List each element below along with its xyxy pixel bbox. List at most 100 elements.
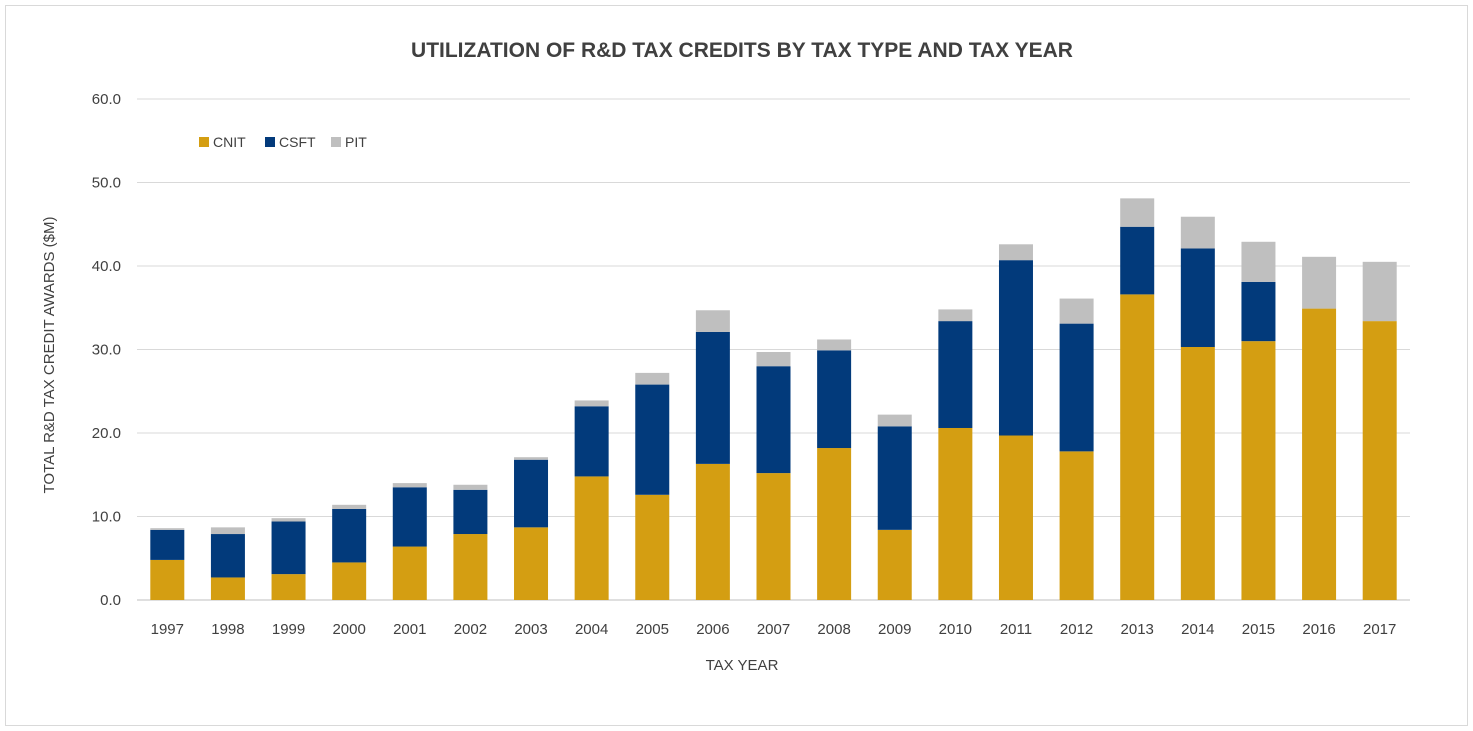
- y-tick-label: 10.0: [92, 509, 121, 526]
- bar-cnit-2009: [877, 529, 912, 600]
- x-axis-ticks: 1997 1998 1999 2000 2001 2002 2003 2004 2005 2006…: [151, 621, 1397, 638]
- bar-pit-2009: [877, 414, 912, 427]
- bar-cnit-2010: [938, 427, 973, 600]
- bar-csft-1999: [271, 521, 306, 575]
- x-tick-label: 2013: [1121, 621, 1154, 638]
- bar-pit-2004: [574, 400, 609, 407]
- bar-pit-2000: [332, 504, 367, 509]
- bar-csft-1997: [150, 529, 185, 560]
- bar-cnit-2005: [635, 494, 670, 600]
- chart-area: UTILIZATION OF R&D TAX CREDITS BY TAX TY…: [5, 5, 1468, 726]
- bar-cnit-2008: [817, 448, 852, 600]
- y-tick-label: 20.0: [92, 425, 121, 442]
- chart-title: UTILIZATION OF R&D TAX CREDITS BY TAX TY…: [411, 39, 1073, 62]
- x-tick-label: 2003: [514, 621, 547, 638]
- bar-cnit-2003: [514, 527, 549, 600]
- bar-csft-2001: [392, 487, 427, 547]
- x-tick-label: 2010: [939, 621, 972, 638]
- bar-csft-2010: [938, 321, 973, 428]
- bar-cnit-1998: [210, 577, 245, 600]
- x-tick-label: 2011: [1000, 621, 1032, 638]
- bar-csft-2011: [998, 260, 1033, 436]
- bar-pit-2001: [392, 483, 427, 488]
- bar-pit-2013: [1120, 198, 1155, 227]
- bar-cnit-2001: [392, 546, 427, 600]
- bar-pit-2010: [938, 309, 973, 322]
- x-tick-label: 2005: [636, 621, 669, 638]
- x-tick-label: 1998: [211, 621, 244, 638]
- bar-cnit-2011: [998, 435, 1033, 600]
- bar-pit-2002: [453, 484, 488, 490]
- bar-csft-2007: [756, 366, 791, 474]
- bar-csft-2004: [574, 406, 609, 477]
- legend: CNIT CSFT PIT: [199, 134, 367, 150]
- bar-pit-2016: [1302, 256, 1337, 309]
- bar-pit-2008: [817, 339, 852, 351]
- legend-swatch-csft: [265, 137, 275, 147]
- bar-cnit-2004: [574, 476, 609, 600]
- bar-csft-2015: [1241, 281, 1276, 342]
- bar-pit-2003: [514, 457, 549, 460]
- y-tick-label: 30.0: [92, 342, 121, 359]
- y-tick-label: 50.0: [92, 175, 121, 192]
- y-tick-label: 0.0: [100, 592, 121, 609]
- legend-label-cnit: CNIT: [213, 134, 246, 150]
- x-tick-label: 1997: [151, 621, 184, 638]
- bar-cnit-2014: [1180, 346, 1215, 600]
- x-tick-label: 2014: [1181, 621, 1214, 638]
- x-tick-label: 2001: [393, 621, 426, 638]
- bar-csft-2014: [1180, 248, 1215, 347]
- legend-label-csft: CSFT: [279, 134, 316, 150]
- bar-csft-2012: [1059, 323, 1094, 452]
- bar-csft-2013: [1120, 226, 1155, 295]
- bar-cnit-2016: [1302, 308, 1337, 600]
- bar-cnit-2013: [1120, 294, 1155, 600]
- bar-cnit-2015: [1241, 341, 1276, 600]
- x-tick-label: 2017: [1363, 621, 1396, 638]
- y-tick-label: 40.0: [92, 258, 121, 275]
- bar-pit-2007: [756, 352, 791, 367]
- bar-csft-2003: [514, 459, 549, 528]
- bar-pit-2014: [1180, 216, 1215, 249]
- bar-cnit-2006: [695, 463, 730, 600]
- bar-csft-2006: [695, 331, 730, 464]
- bar-pit-2017: [1362, 261, 1397, 322]
- x-tick-label: 2009: [878, 621, 911, 638]
- legend-label-pit: PIT: [345, 134, 367, 150]
- bar-pit-2005: [635, 372, 670, 385]
- x-tick-label: 2002: [454, 621, 487, 638]
- bar-pit-2012: [1059, 298, 1094, 324]
- bar-csft-2002: [453, 489, 488, 535]
- x-tick-label: 2007: [757, 621, 790, 638]
- bar-csft-2000: [332, 508, 367, 563]
- y-tick-label: 60.0: [92, 91, 121, 108]
- bar-pit-1998: [210, 527, 245, 535]
- bar-cnit-2000: [332, 562, 367, 600]
- legend-swatch-cnit: [199, 137, 209, 147]
- bar-csft-2008: [817, 350, 852, 449]
- bar-csft-2009: [877, 426, 912, 530]
- x-tick-label: 2006: [696, 621, 729, 638]
- bar-cnit-2017: [1362, 321, 1397, 600]
- bar-pit-2015: [1241, 241, 1276, 282]
- bar-cnit-2012: [1059, 451, 1094, 600]
- y-axis-ticks: 0.0 10.0 20.0 30.0 40.0 50.0 60.0: [92, 91, 121, 609]
- x-tick-label: 2012: [1060, 621, 1093, 638]
- bar-csft-1998: [210, 534, 245, 578]
- x-tick-label: 2004: [575, 621, 608, 638]
- bar-csft-2005: [635, 384, 670, 495]
- bar-pit-2011: [998, 244, 1033, 261]
- x-tick-label: 2008: [817, 621, 850, 638]
- bar-cnit-2007: [756, 473, 791, 600]
- bar-cnit-2002: [453, 534, 488, 600]
- legend-swatch-pit: [331, 137, 341, 147]
- bar-cnit-1999: [271, 574, 306, 600]
- bar-pit-1999: [271, 518, 306, 522]
- bars: [150, 198, 1397, 600]
- x-tick-label: 2000: [332, 621, 365, 638]
- x-tick-label: 1999: [272, 621, 305, 638]
- x-tick-label: 2016: [1302, 621, 1335, 638]
- x-tick-label: 2015: [1242, 621, 1275, 638]
- x-axis-title: TAX YEAR: [706, 657, 779, 674]
- bar-pit-1997: [150, 528, 185, 530]
